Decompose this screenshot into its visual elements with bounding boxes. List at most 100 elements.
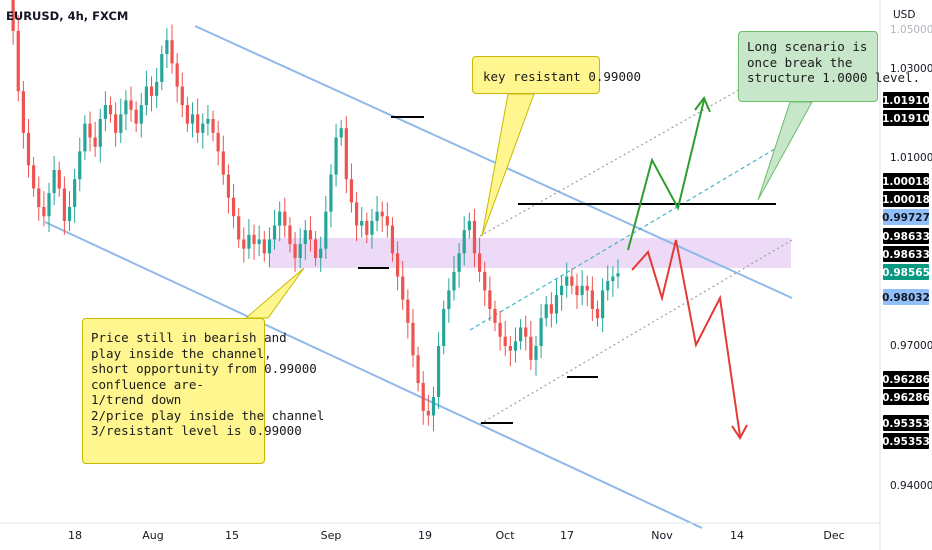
price-tag-label: 0.95353 <box>882 418 930 430</box>
candle-body <box>160 54 164 82</box>
candle-body <box>196 114 200 133</box>
candle-body <box>67 207 72 221</box>
candle-body <box>503 336 507 346</box>
candle-body <box>565 276 569 286</box>
candle-body <box>155 81 159 96</box>
candle-body <box>119 114 123 133</box>
candle-body <box>88 123 92 138</box>
candle-body <box>519 327 523 342</box>
candle-body <box>52 169 56 194</box>
candle-body <box>411 322 415 356</box>
candle-body <box>606 281 610 291</box>
price-tag <box>883 289 929 305</box>
candle-body <box>11 0 15 31</box>
y-tick-label: 0.94000 <box>890 480 932 492</box>
candle-body <box>237 216 241 240</box>
price-tag <box>883 209 929 225</box>
candle-body <box>32 165 36 189</box>
price-tag-label: 0.98032 <box>882 292 930 304</box>
candle-body <box>601 290 605 319</box>
price-tag <box>883 228 929 244</box>
currency-label: USD <box>893 9 916 21</box>
candle-body <box>560 285 564 296</box>
x-tick-label: 18 <box>68 529 82 542</box>
candle-body <box>165 40 169 55</box>
price-tag <box>883 92 929 108</box>
candle-body <box>303 230 307 245</box>
channel-upper-line <box>194 25 793 299</box>
candle-body <box>267 239 272 254</box>
candle-body <box>298 244 302 258</box>
candle-body <box>129 100 133 110</box>
price-tag-label: 0.98633 <box>882 231 930 243</box>
key-resistant-note[interactable]: key resistant 0.99000 <box>472 56 641 94</box>
long-scenario-arrow <box>627 99 705 251</box>
candle-body <box>324 211 328 249</box>
candle-body <box>114 114 118 133</box>
candle-body <box>221 151 225 175</box>
candle-body <box>226 174 231 198</box>
price-tag <box>883 191 929 207</box>
price-tag-label: 0.96286 <box>882 392 930 404</box>
candle-body <box>616 273 620 277</box>
candle-body <box>529 336 533 360</box>
candle-body <box>308 230 313 240</box>
candle-body <box>293 244 297 258</box>
candle-body <box>395 253 400 277</box>
x-tick-label: Dec <box>823 529 844 542</box>
candle-body <box>139 105 143 124</box>
candle-body <box>170 40 174 64</box>
candle-body <box>83 123 87 152</box>
price-tag <box>883 389 929 405</box>
candle-body <box>21 91 25 133</box>
candle-body <box>288 225 292 245</box>
candle-body <box>570 276 574 286</box>
candle-body <box>385 216 389 226</box>
x-tick-label: Nov <box>651 529 673 542</box>
candle-body <box>272 225 277 240</box>
candle-body <box>447 290 451 309</box>
x-tick-label: Sep <box>321 529 342 542</box>
candle-body <box>472 220 477 254</box>
candle-body <box>549 304 553 314</box>
short-scenario-arrow <box>631 239 741 437</box>
analysis-note[interactable]: Price still in bearish and play inside t… <box>82 318 324 464</box>
candle-body <box>406 299 410 323</box>
candle-body <box>201 123 205 133</box>
candle-body <box>436 346 441 397</box>
candle-body <box>375 211 379 221</box>
candle-body <box>180 86 184 106</box>
candle-body <box>98 118 102 147</box>
candle-body <box>37 188 41 207</box>
candle-body <box>442 308 446 346</box>
candle-body <box>539 318 543 346</box>
y-tick-label: 0.97000 <box>890 340 932 352</box>
candle-body <box>390 225 395 254</box>
candle-body <box>334 137 338 175</box>
candle-body <box>319 248 323 258</box>
candle-body <box>421 383 425 411</box>
candle-body <box>149 86 154 96</box>
price-tag <box>883 264 929 280</box>
candle-body <box>247 234 251 249</box>
candle-body <box>534 346 538 360</box>
candle-body <box>278 211 282 226</box>
candle-body <box>283 211 287 226</box>
x-tick-label: 15 <box>225 529 239 542</box>
candle-body <box>206 118 210 124</box>
price-tag-label: 1.01910 <box>882 95 930 107</box>
candle-body <box>416 355 420 384</box>
candle-body <box>380 211 384 217</box>
candle-body <box>134 109 138 124</box>
candle-body <box>554 295 559 314</box>
x-tick-label: 17 <box>560 529 574 542</box>
candle-body <box>329 174 333 212</box>
candle-body <box>47 193 51 217</box>
candle-body <box>57 169 61 189</box>
price-tag <box>883 246 929 262</box>
long-scenario-note[interactable]: Long scenario is once break the structur… <box>738 31 920 102</box>
candle-body <box>190 114 195 124</box>
candle-body <box>103 105 107 119</box>
price-tag <box>883 371 929 387</box>
